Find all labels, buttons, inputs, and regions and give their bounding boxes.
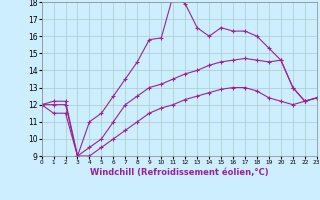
X-axis label: Windchill (Refroidissement éolien,°C): Windchill (Refroidissement éolien,°C) <box>90 168 268 177</box>
